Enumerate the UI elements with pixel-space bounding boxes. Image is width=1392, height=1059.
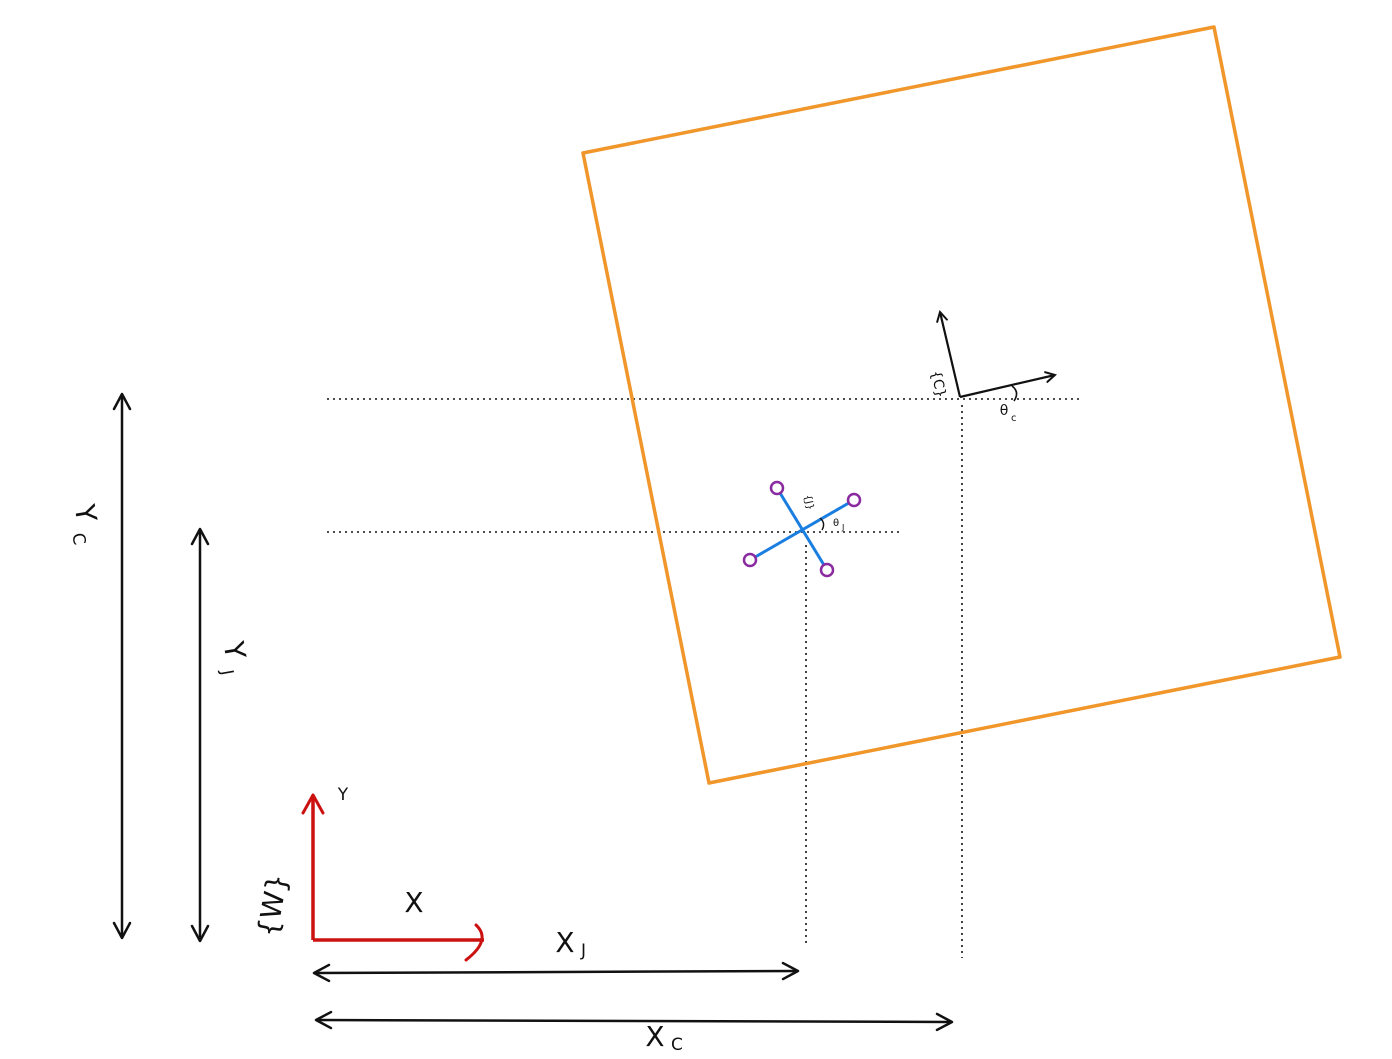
theta-c-label: θ c (1000, 403, 1017, 424)
yc-label: Y C (67, 501, 103, 546)
joint-end-top-right (846, 492, 862, 508)
svg-text:J: J (580, 941, 586, 961)
svg-text:θ: θ (1000, 403, 1009, 419)
theta-j-arc (819, 517, 825, 531)
j-frame (742, 480, 862, 578)
svg-text:X: X (555, 926, 574, 959)
svg-text:J: J (841, 523, 844, 532)
c-frame (940, 312, 1055, 402)
world-y-label: Y (337, 785, 349, 805)
svg-text:X: X (645, 1020, 664, 1053)
theta-j-label: θ J (833, 518, 844, 532)
xc-label: X C (645, 1020, 682, 1055)
projection-lines (327, 398, 1080, 958)
c-frame-label: {C} (927, 369, 948, 399)
joint-end-top-left (769, 480, 785, 496)
xj-label: X J (555, 926, 586, 961)
board-outline (581, 25, 1342, 785)
svg-text:C: C (67, 531, 89, 546)
xj-dimension-arrow (312, 961, 800, 983)
world-frame-label: {W} (251, 871, 294, 939)
svg-text:Y: Y (67, 501, 103, 525)
svg-text:Y: Y (216, 638, 252, 662)
yj-label: Y J (216, 638, 252, 677)
j-cross-short (775, 487, 829, 571)
joint-end-bottom-left (742, 552, 758, 568)
theta-c-arc (1011, 385, 1018, 402)
xc-dimension-arrow (314, 1010, 954, 1032)
labels: {W} X Y Y C Y J X J X C {C} θ c (67, 369, 1017, 1055)
c-frame-y-axis (940, 312, 962, 398)
svg-text:J: J (216, 667, 237, 676)
joint-end-bottom-right (819, 562, 835, 578)
svg-text:c: c (1011, 413, 1017, 424)
j-frame-label: {J} (801, 494, 815, 512)
c-frame-x-axis (959, 375, 1055, 399)
world-x-label: X (404, 886, 423, 919)
world-x-arrowhead (464, 923, 484, 962)
svg-text:C: C (671, 1035, 683, 1055)
svg-text:θ: θ (833, 518, 839, 529)
world-frame (301, 793, 484, 962)
